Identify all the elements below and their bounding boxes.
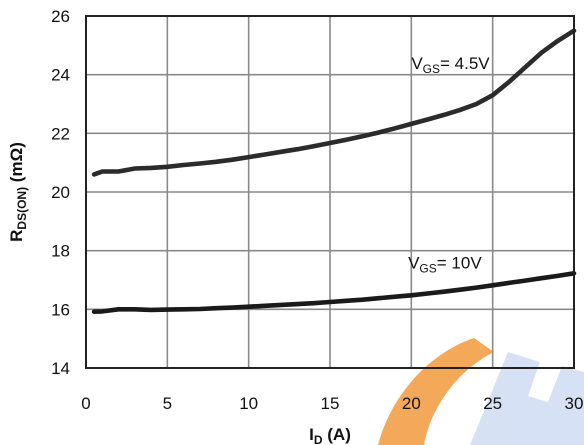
plot-frame	[85, 15, 575, 369]
series-label-value: = 10V	[437, 253, 483, 272]
series-label-sub: GS	[419, 261, 436, 275]
x-axis-title-sub: D	[314, 433, 323, 445]
series-label-sub: GS	[423, 62, 440, 76]
series-layer	[91, 28, 577, 314]
y-tick-label: 20	[51, 183, 70, 202]
y-axis-title-unit: (mΩ)	[7, 142, 26, 187]
series-line-2	[91, 271, 577, 314]
series-line-1	[91, 28, 577, 177]
series-label-main: V	[408, 253, 420, 272]
y-axis-title: RDS(ON) (mΩ)	[7, 142, 29, 242]
y-tick-label: 18	[51, 242, 70, 261]
x-axis-title-main: I	[309, 425, 314, 444]
x-tick-label: 5	[163, 394, 172, 413]
y-axis-title-main: R	[7, 230, 26, 242]
x-axis-title: ID (A)	[309, 425, 351, 445]
y-tick-label: 22	[51, 124, 70, 143]
y-tick-label: 16	[51, 300, 70, 319]
x-tick-label: 15	[321, 394, 340, 413]
x-tick-label: 25	[483, 394, 502, 413]
tick-labels: 0 5 10 15 20 25 30 14 16 18 20 22 24 26	[51, 7, 583, 413]
grid	[85, 15, 575, 369]
y-tick-label: 26	[51, 7, 70, 26]
x-axis-title-unit: (A)	[323, 425, 351, 444]
y-tick-label: 14	[51, 359, 70, 378]
x-tick-label: 20	[402, 394, 421, 413]
logo-watermark	[378, 338, 584, 445]
series-label-2: VGS= 10V	[408, 253, 482, 275]
logo-blue-letter	[470, 352, 584, 445]
x-tick-label: 30	[565, 394, 584, 413]
series-label-value: = 4.5V	[440, 54, 490, 73]
x-tick-label: 10	[239, 394, 258, 413]
x-tick-label: 0	[81, 394, 90, 413]
y-tick-label: 24	[51, 66, 70, 85]
series-label-main: V	[411, 54, 423, 73]
y-axis-title-sub: DS(ON)	[15, 187, 29, 230]
series-label-1: VGS= 4.5V	[411, 54, 490, 76]
logo-orange-swoosh	[378, 338, 494, 445]
